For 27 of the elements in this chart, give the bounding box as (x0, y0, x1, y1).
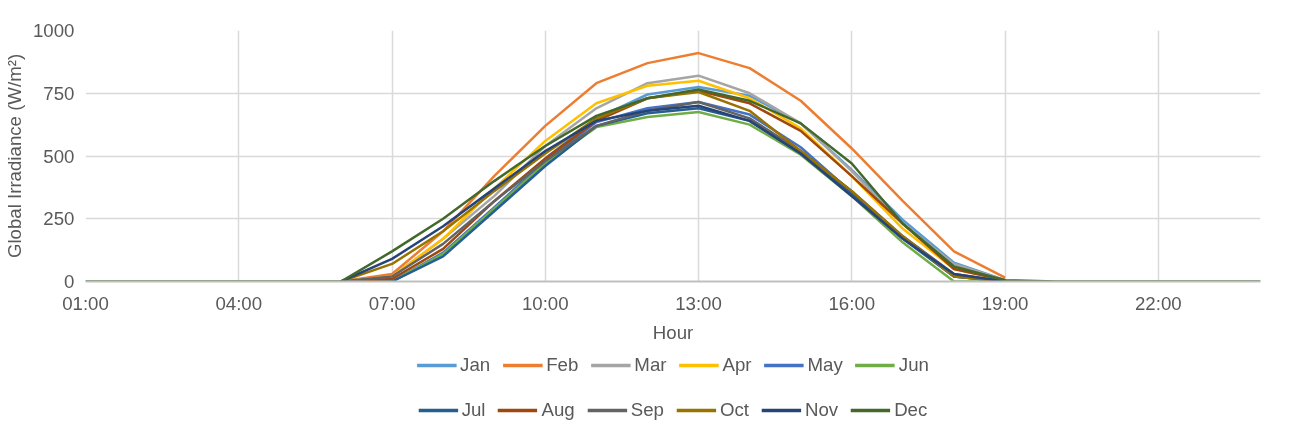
legend-label: Apr (722, 354, 752, 376)
legend-label: Dec (894, 399, 928, 421)
x-tick-label: 19:00 (981, 292, 1029, 314)
legend-label: Jan (460, 354, 491, 376)
x-axis-title: Hour (652, 321, 694, 343)
legend-label: Jun (898, 354, 929, 376)
legend-label: Jul (461, 399, 486, 421)
x-tick-label: 01:00 (62, 292, 109, 314)
legend-label: May (807, 354, 843, 376)
legend-label: Feb (546, 354, 579, 376)
x-tick-label: 22:00 (1134, 292, 1182, 314)
legend-label: Mar (634, 354, 667, 376)
legend-label: Aug (541, 399, 575, 421)
y-tick-label: 750 (43, 82, 75, 104)
x-tick-label: 10:00 (521, 292, 569, 314)
legend-label: Nov (804, 399, 839, 421)
y-axis-title: Global Irradiance (W/m²) (4, 53, 25, 259)
y-tick-label: 250 (43, 208, 75, 230)
y-tick-label: 500 (43, 145, 75, 167)
x-tick-label: 13:00 (675, 292, 722, 314)
legend-label: Sep (630, 399, 664, 421)
y-tick-label: 0 (64, 271, 75, 292)
legend-label: Oct (719, 399, 749, 421)
x-tick-label: 07:00 (368, 292, 416, 314)
x-tick-label: 04:00 (215, 292, 263, 314)
y-tick-label: 1000 (33, 20, 75, 41)
x-tick-label: 16:00 (828, 292, 876, 314)
